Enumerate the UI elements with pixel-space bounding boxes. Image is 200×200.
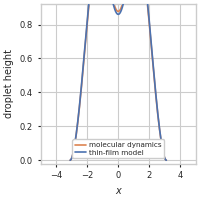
Line: molecular dynamics: molecular dynamics bbox=[70, 0, 166, 160]
molecular dynamics bbox=[162, 150, 164, 152]
molecular dynamics bbox=[115, 8, 117, 11]
Y-axis label: droplet height: droplet height bbox=[4, 49, 14, 118]
thin-film model bbox=[162, 149, 164, 152]
Line: thin-film model: thin-film model bbox=[70, 0, 166, 160]
thin-film model bbox=[115, 11, 117, 14]
X-axis label: x: x bbox=[115, 186, 121, 196]
Legend: molecular dynamics, thin-film model: molecular dynamics, thin-film model bbox=[72, 139, 164, 158]
